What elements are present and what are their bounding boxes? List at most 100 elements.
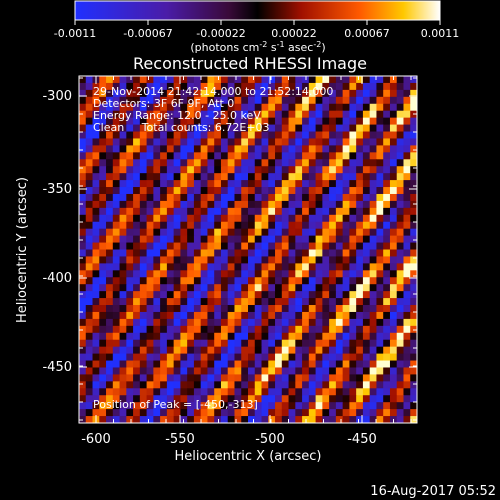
heatmap-cell [99, 416, 107, 423]
heatmap-cell [207, 353, 215, 361]
heatmap-cell [106, 221, 114, 230]
heatmap-cell [302, 346, 310, 354]
heatmap-cell [268, 235, 276, 243]
heatmap-cell [302, 311, 310, 320]
heatmap-cell [396, 284, 404, 292]
heatmap-cell [166, 159, 175, 167]
heatmap-cell [160, 284, 168, 292]
heatmap-cell [322, 291, 330, 299]
heatmap-cell [180, 145, 188, 153]
heatmap-cell [166, 117, 175, 125]
heatmap-cell [153, 381, 161, 389]
heatmap-cell [268, 416, 276, 423]
heatmap-cell [389, 318, 398, 327]
heatmap-cell [207, 325, 215, 334]
heatmap-cell [342, 409, 350, 417]
heatmap-cell [207, 318, 215, 327]
heatmap-cell [220, 242, 229, 250]
heatmap-cell [234, 388, 242, 396]
heatmap-cell [403, 298, 411, 306]
heatmap-cell [85, 318, 93, 327]
heatmap-cell [85, 138, 93, 146]
heatmap-cell [214, 173, 222, 181]
heatmap-cell [207, 242, 215, 250]
heatmap-cell [133, 416, 141, 423]
heatmap-cell [302, 360, 310, 368]
heatmap-cell [241, 152, 249, 160]
heatmap-cell [349, 159, 357, 167]
heatmap-cell [160, 76, 168, 84]
heatmap-cell [180, 138, 188, 146]
heatmap-cell [410, 277, 417, 285]
heatmap-cell [133, 270, 141, 278]
heatmap-cell [133, 166, 141, 174]
heatmap-cell [268, 249, 276, 257]
heatmap-cell [99, 117, 107, 125]
heatmap-cell [342, 402, 350, 410]
heatmap-cell [254, 353, 262, 361]
heatmap-cell [376, 200, 384, 209]
heatmap-cell [295, 228, 303, 237]
heatmap-cell [308, 82, 316, 91]
heatmap-cell [329, 159, 337, 167]
heatmap-cell [329, 325, 337, 334]
heatmap-cell [200, 360, 208, 368]
heatmap-cell [227, 221, 235, 230]
heatmap-cell [85, 152, 93, 160]
heatmap-cell [214, 374, 222, 382]
heatmap-cell [106, 166, 114, 174]
heatmap-cell [389, 291, 398, 299]
heatmap-cell [410, 193, 417, 202]
heatmap-cell [241, 214, 249, 223]
heatmap-cell [79, 242, 87, 250]
heatmap-cell [119, 263, 127, 271]
heatmap-cell [79, 291, 87, 299]
heatmap-cell [234, 117, 242, 125]
heatmap-cell [200, 82, 208, 91]
heatmap-cell [220, 180, 229, 188]
heatmap-cell [383, 381, 391, 389]
heatmap-cell [207, 200, 215, 209]
heatmap-cell [342, 180, 350, 188]
heatmap-cell [322, 159, 330, 167]
heatmap-cell [322, 110, 330, 119]
heatmap-cell [139, 117, 147, 125]
heatmap-cell [79, 402, 87, 410]
heatmap-cell [139, 339, 147, 348]
heatmap-cell [288, 89, 296, 98]
heatmap-cell [410, 332, 417, 341]
heatmap-cell [261, 152, 269, 160]
heatmap-cell [376, 263, 384, 271]
heatmap-cell [295, 103, 303, 112]
heatmap-cell [220, 235, 229, 243]
heatmap-cell [92, 263, 100, 271]
heatmap-cell [315, 402, 323, 410]
heatmap-cell [356, 388, 364, 396]
heatmap-cell [362, 325, 371, 334]
heatmap-cell [227, 228, 235, 237]
heatmap-cell [288, 353, 296, 361]
heatmap-cell [173, 305, 181, 313]
heatmap-cell [173, 221, 181, 230]
heatmap-cell [349, 200, 357, 209]
heatmap-cell [241, 353, 249, 361]
heatmap-cell [329, 374, 337, 382]
heatmap-cell [119, 270, 127, 278]
heatmap-cell [281, 76, 289, 84]
heatmap-cell [410, 263, 417, 271]
heatmap-cell [329, 409, 337, 417]
heatmap-cell [308, 124, 316, 132]
heatmap-cell [275, 180, 283, 188]
heatmap-cell [241, 374, 249, 382]
heatmap-cell [187, 263, 195, 271]
heatmap-cell [153, 277, 161, 285]
heatmap-cell [214, 89, 222, 98]
heatmap-cell [173, 96, 181, 105]
heatmap-cell [383, 284, 391, 292]
heatmap-cell [288, 311, 296, 320]
heatmap-cell [241, 159, 249, 167]
heatmap-cell [329, 235, 337, 243]
heatmap-cell [268, 214, 276, 223]
heatmap-cell [322, 374, 330, 382]
heatmap-cell [362, 82, 371, 91]
